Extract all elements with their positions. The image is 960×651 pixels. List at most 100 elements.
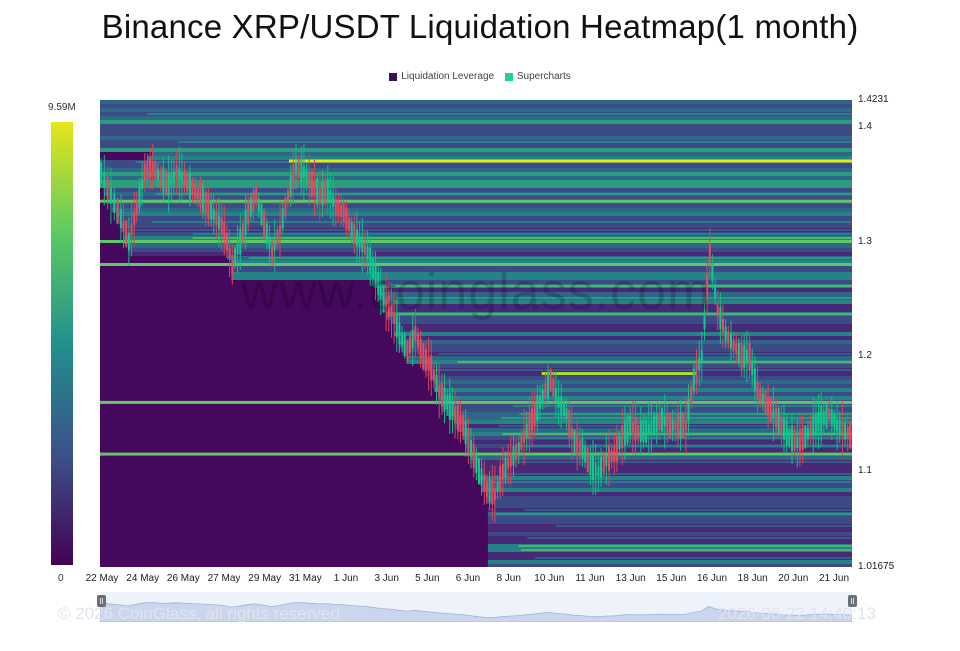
price-candle-body xyxy=(740,343,743,370)
legend-item-liquidation-leverage[interactable]: Liquidation Leverage xyxy=(389,71,494,82)
price-candle-body xyxy=(663,416,666,427)
heatmap-band xyxy=(231,276,852,280)
heatmap-band xyxy=(474,468,852,472)
price-candle-body xyxy=(316,178,319,206)
price-candle-body xyxy=(674,420,677,430)
price-candle-body xyxy=(435,374,438,392)
price-candle-body xyxy=(340,204,343,217)
heatmap-band xyxy=(434,388,852,392)
y-tick-label: 1.3 xyxy=(858,235,872,247)
price-candle-body xyxy=(788,428,791,446)
price-candle-body xyxy=(592,454,594,481)
price-candle-body xyxy=(151,161,154,173)
navigator-right-handle[interactable] xyxy=(848,595,857,607)
price-candle-body xyxy=(849,421,852,449)
price-candle-body xyxy=(804,425,807,449)
price-candle-body xyxy=(844,422,846,440)
price-candle-body xyxy=(613,446,616,462)
x-tick-label: 24 May xyxy=(126,573,160,584)
price-candle-body xyxy=(427,358,430,370)
price-candle-body xyxy=(395,313,398,338)
x-tick-label: 27 May xyxy=(207,573,241,584)
price-candle-body xyxy=(719,307,722,330)
price-candle-body xyxy=(417,334,419,348)
price-candle-body xyxy=(170,175,173,185)
liquidation-level-line xyxy=(541,372,697,376)
heatmap-band xyxy=(100,184,852,188)
price-candle-body xyxy=(785,421,788,445)
price-candle-body xyxy=(618,436,621,450)
price-candle-body xyxy=(525,424,528,439)
heatmap-band xyxy=(378,288,852,292)
price-candle-body xyxy=(507,458,510,469)
price-candle-body xyxy=(478,458,480,485)
price-candle-body xyxy=(547,371,549,399)
price-candle-body xyxy=(284,198,287,216)
legend-swatch-liquidation-leverage xyxy=(389,72,398,81)
heatmap-streak xyxy=(147,113,852,115)
colorbar-min-label: 0 xyxy=(58,573,64,584)
price-candle-body xyxy=(332,195,335,207)
price-candle-body xyxy=(223,221,226,239)
heatmap-band xyxy=(374,280,852,284)
price-candle-body xyxy=(210,202,213,220)
price-candle-body xyxy=(759,388,762,401)
heatmap-band xyxy=(485,500,852,504)
price-candle-body xyxy=(743,345,746,368)
y-tick-label: 1.2 xyxy=(858,350,872,362)
price-candle-body xyxy=(621,425,624,449)
price-candle-body xyxy=(562,404,565,416)
price-candle-body xyxy=(576,432,579,457)
timestamp-text: 2026-06-22 14:40:13 xyxy=(718,604,876,623)
price-candle-body xyxy=(199,183,202,208)
price-candle-body xyxy=(374,264,377,288)
price-candle-body xyxy=(289,175,292,197)
heatmap-plot-area[interactable] xyxy=(100,100,852,567)
price-candle-body xyxy=(730,333,732,349)
heatmap-band xyxy=(127,252,852,256)
heatmap-band xyxy=(104,188,852,192)
heatmap-band xyxy=(231,272,852,276)
price-candle-body xyxy=(841,422,844,437)
price-candle-body xyxy=(440,382,443,407)
price-candle-body xyxy=(371,258,374,279)
range-navigator[interactable] xyxy=(100,592,852,622)
heatmap-streak xyxy=(492,481,852,483)
legend-item-supercharts[interactable]: Supercharts xyxy=(504,71,571,82)
price-candle-body xyxy=(116,198,119,223)
price-candle-body xyxy=(676,413,679,438)
heatmap-band xyxy=(378,292,852,296)
price-candle-body xyxy=(241,223,244,240)
x-tick-label: 13 Jun xyxy=(615,573,646,584)
heatmap-band xyxy=(470,456,852,460)
price-candle-body xyxy=(637,424,640,438)
y-tick-label: 1.01675 xyxy=(858,561,895,572)
heatmap-band xyxy=(115,216,852,220)
price-candle-body xyxy=(472,443,475,469)
price-candle-body xyxy=(539,395,541,409)
heatmap-streak xyxy=(518,545,852,547)
navigator-left-handle[interactable] xyxy=(97,595,106,607)
legend-label-liquidation-leverage: Liquidation Leverage xyxy=(401,71,495,82)
price-candle-body xyxy=(796,437,799,448)
price-candle-body xyxy=(265,223,268,245)
price-candle-body xyxy=(764,390,767,414)
price-candle-body xyxy=(422,343,425,370)
price-candle-body xyxy=(247,200,250,225)
price-candle-body xyxy=(194,184,197,200)
price-candle-body xyxy=(337,202,340,216)
price-candle-body xyxy=(480,468,483,486)
price-candle-body xyxy=(695,360,698,384)
heatmap-band xyxy=(466,440,852,444)
price-candle-body xyxy=(125,220,128,247)
heatmap-band xyxy=(406,356,852,360)
heatmap-streak xyxy=(501,417,852,419)
heatmap-band xyxy=(100,164,852,168)
heatmap-band xyxy=(493,504,852,508)
price-candle-body xyxy=(207,195,210,219)
price-candle-body xyxy=(679,411,682,439)
price-candle-body xyxy=(273,240,276,250)
navigator-sparkline xyxy=(100,602,852,622)
price-candle-body xyxy=(393,312,396,324)
price-candle-body xyxy=(531,408,533,431)
